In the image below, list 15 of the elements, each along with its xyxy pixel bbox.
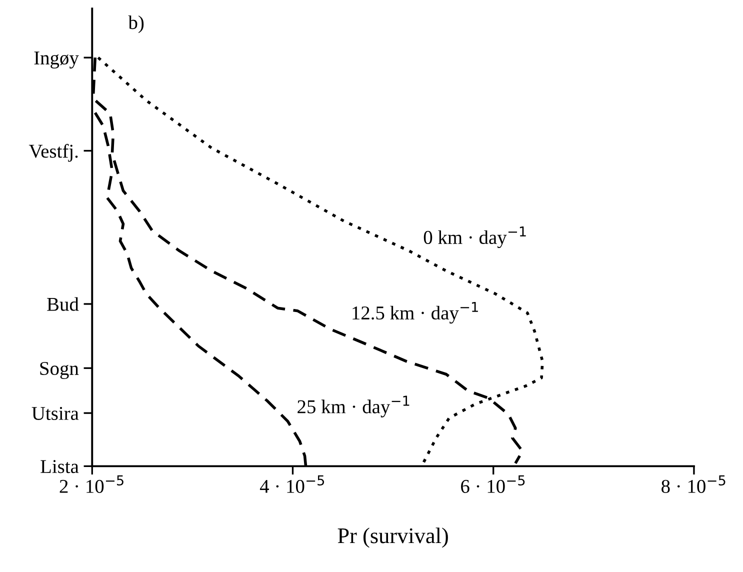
series-label: 25 km · day$^{−1}$ (298, 396, 410, 418)
text: Sogn (40, 362, 79, 380)
x-axis-title: Pr (survival) (338, 528, 448, 548)
x-tick-label: 4 · 10$^{−5}$ (260, 475, 324, 493)
text: Utsira (32, 406, 79, 420)
text: Ingøy (34, 52, 79, 69)
text: b) (128, 15, 144, 34)
x-tick-label: 8 · 10$^{−5}$ (662, 475, 726, 493)
text: Bud (47, 297, 79, 311)
text: Lista (40, 460, 79, 474)
x-tick-label: 6 · 10$^{−5}$ (461, 475, 525, 493)
series-label: 0 km · day$^{−1}$ (424, 226, 526, 248)
series-label: 12.5 km · day$^{−1}$ (352, 302, 478, 324)
text: Vestfj. (28, 144, 78, 162)
x-tick-label: 2 · 10$^{−5}$ (60, 475, 124, 493)
